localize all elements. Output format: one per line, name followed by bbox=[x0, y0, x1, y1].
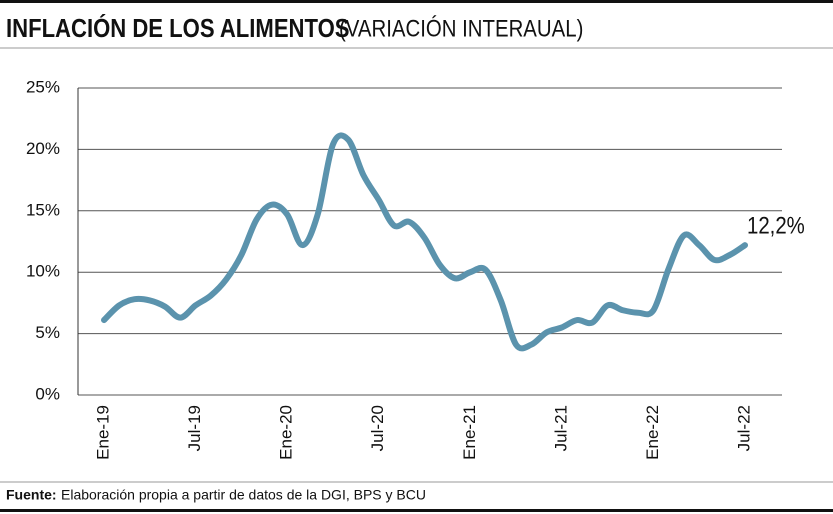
bottom-border bbox=[0, 509, 833, 512]
x-tick-label: Jul-22 bbox=[734, 405, 753, 451]
y-tick-label: 10% bbox=[26, 262, 60, 281]
source-label: Fuente: bbox=[6, 487, 57, 503]
x-tick-label: Ene-21 bbox=[460, 405, 479, 460]
y-tick-label: 20% bbox=[26, 139, 60, 158]
value-label: 12,2% bbox=[747, 212, 805, 239]
x-tick-label: Jul-20 bbox=[368, 405, 387, 451]
y-tick-label: 5% bbox=[35, 323, 60, 342]
x-tick-label: Ene-22 bbox=[643, 405, 662, 460]
chart-title: INFLACIÓN DE LOS ALIMENTOS bbox=[6, 13, 350, 43]
x-tick-label: Jul-21 bbox=[551, 405, 570, 451]
chart-subtitle: (VARIACIÓN INTERAUAL) bbox=[339, 15, 583, 42]
y-tick-label: 15% bbox=[26, 200, 60, 219]
x-tick-label: Jul-19 bbox=[185, 405, 204, 451]
top-border bbox=[0, 0, 833, 3]
y-tick-label: 25% bbox=[26, 77, 60, 96]
data-line bbox=[101, 132, 748, 352]
x-tick-label: Ene-19 bbox=[93, 405, 112, 460]
source-text: Elaboración propia a partir de datos de … bbox=[61, 487, 426, 503]
y-tick-label: 0% bbox=[35, 384, 60, 403]
x-tick-label: Ene-20 bbox=[277, 405, 296, 460]
